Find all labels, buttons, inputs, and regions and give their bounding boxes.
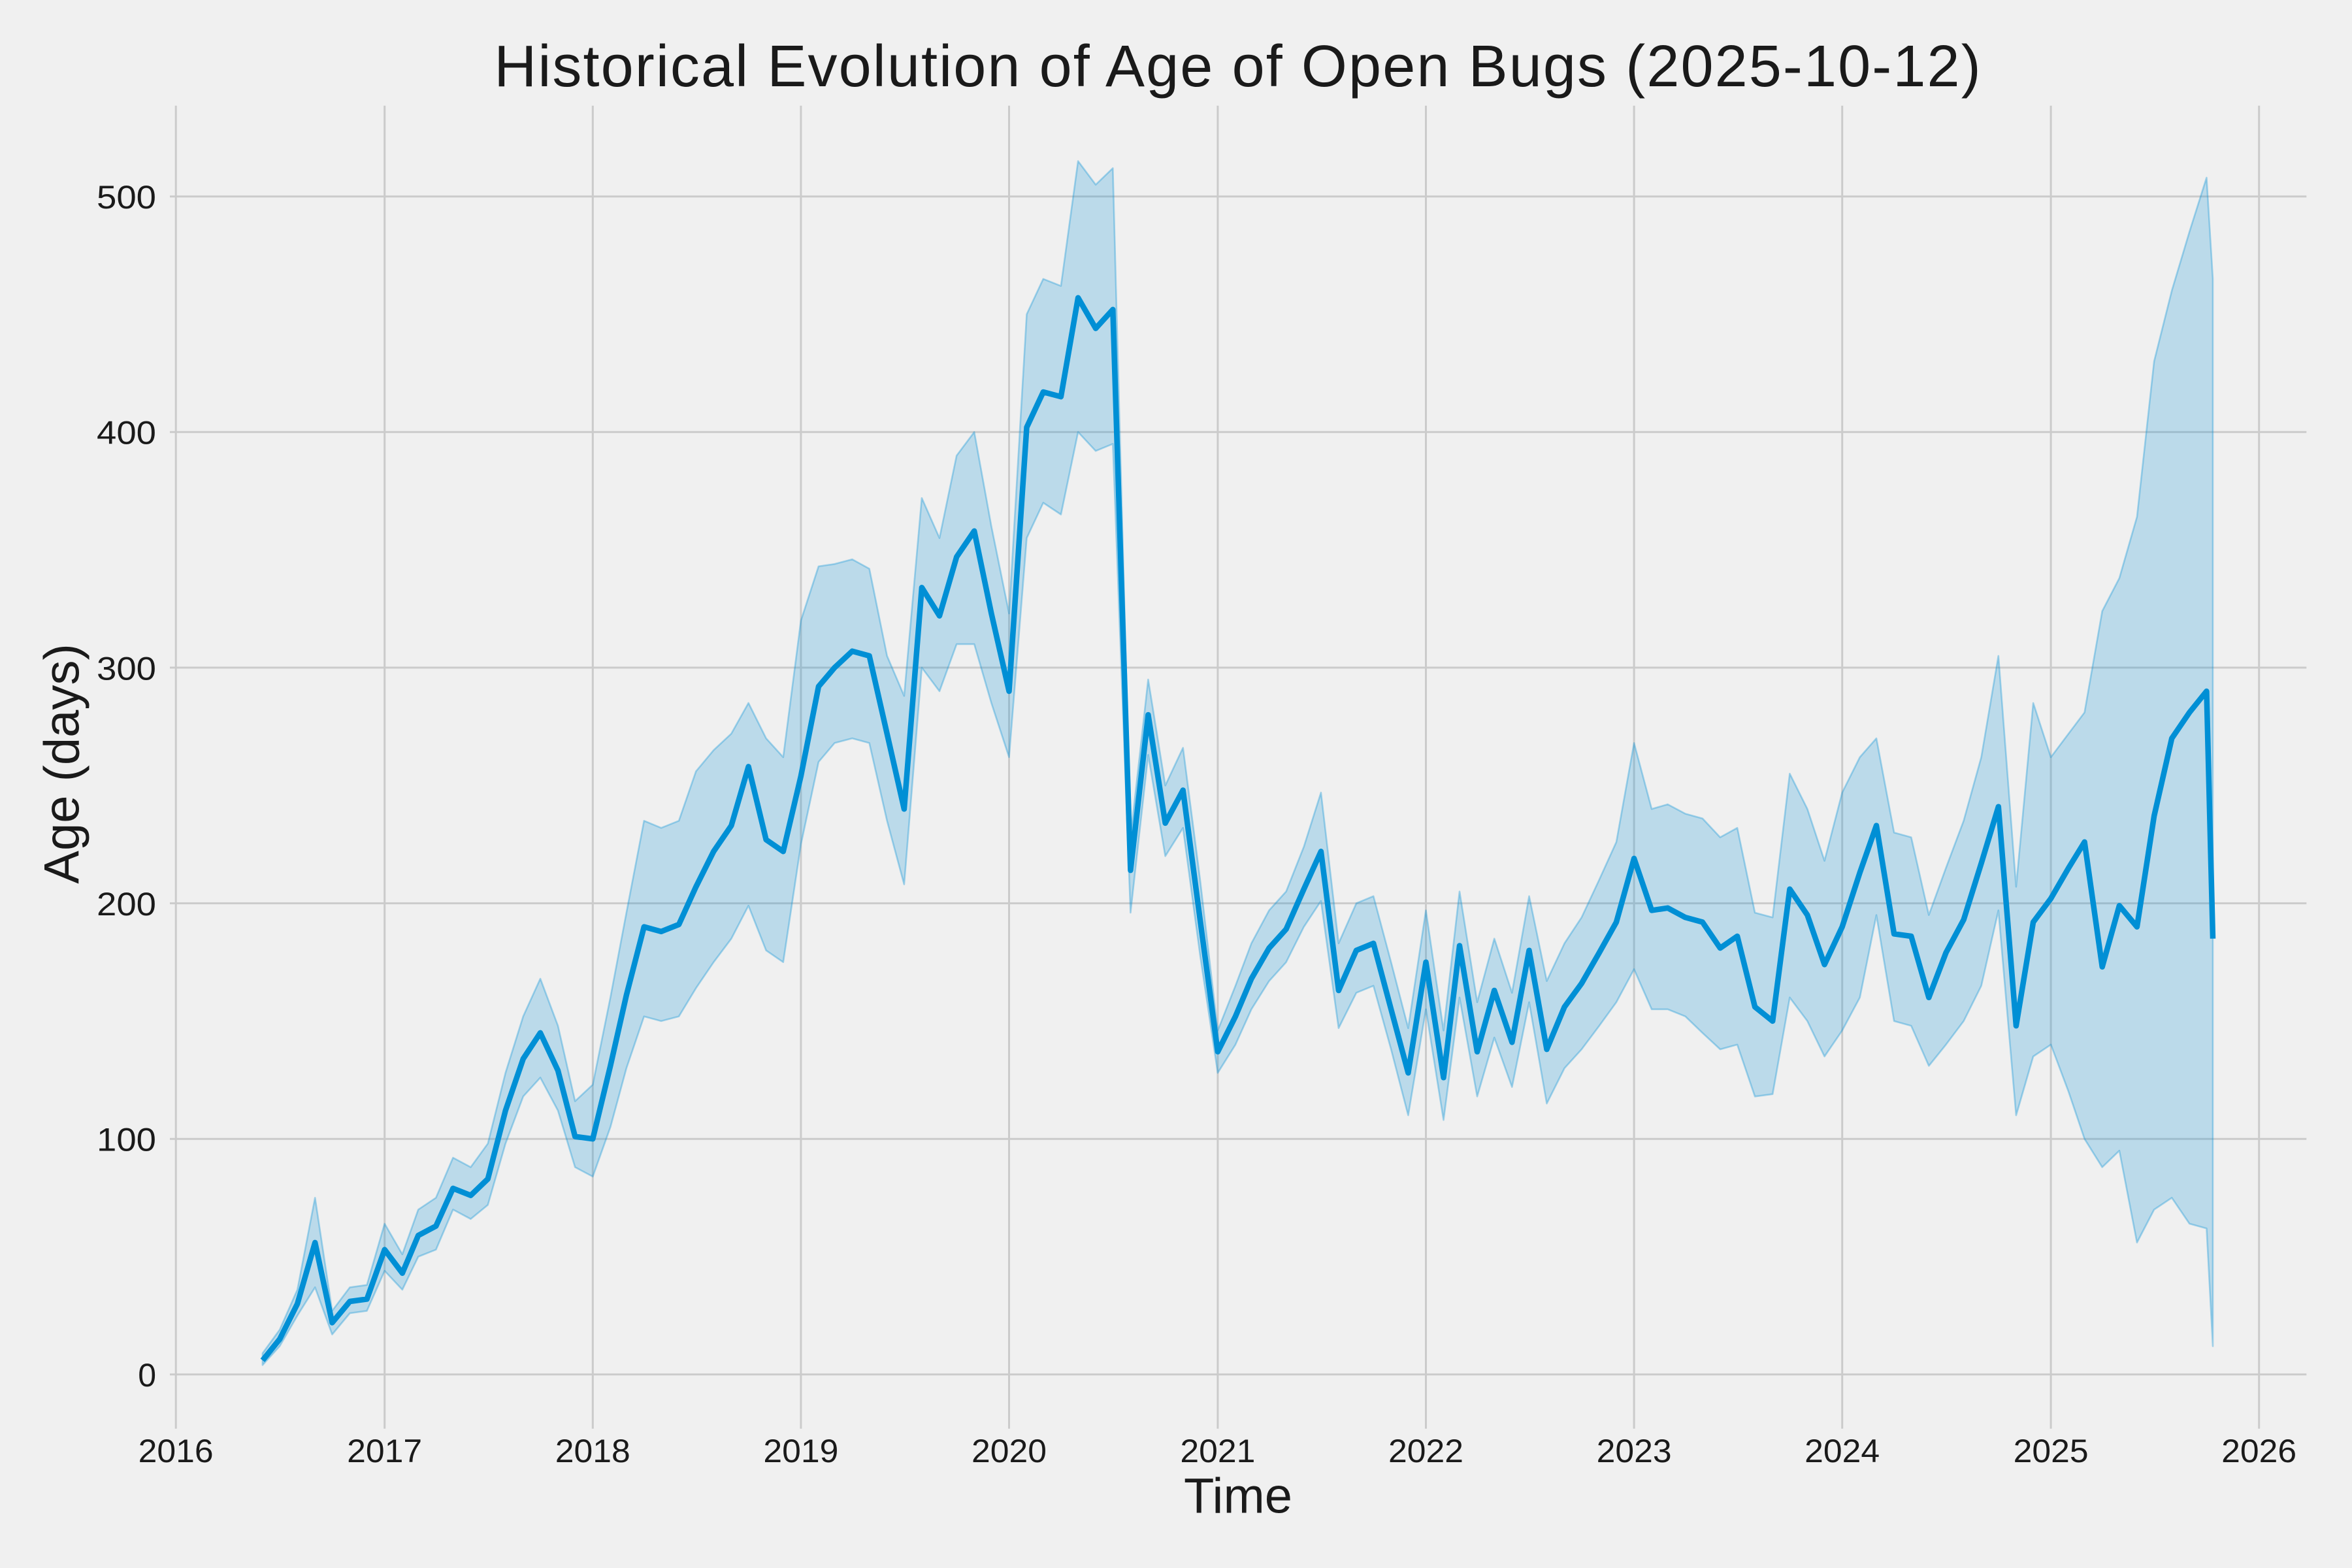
svg-text:0: 0 (138, 1357, 156, 1394)
svg-text:2022: 2022 (1388, 1433, 1463, 1469)
svg-text:Age (days): Age (days) (35, 644, 90, 884)
svg-text:2018: 2018 (555, 1433, 630, 1469)
svg-text:2017: 2017 (347, 1433, 422, 1469)
svg-text:2025: 2025 (2014, 1433, 2089, 1469)
svg-text:300: 300 (97, 650, 156, 687)
svg-text:2016: 2016 (139, 1433, 214, 1469)
svg-text:Historical Evolution of Age of: Historical Evolution of Age of Open Bugs… (494, 34, 1982, 99)
svg-text:200: 200 (97, 886, 156, 923)
svg-text:2024: 2024 (1805, 1433, 1880, 1469)
svg-text:2026: 2026 (2221, 1433, 2296, 1469)
svg-text:400: 400 (97, 415, 156, 451)
svg-text:2021: 2021 (1180, 1433, 1255, 1469)
svg-text:Time: Time (1184, 1469, 1292, 1524)
svg-text:2020: 2020 (972, 1433, 1047, 1469)
svg-text:100: 100 (97, 1122, 156, 1158)
svg-text:2019: 2019 (763, 1433, 838, 1469)
svg-text:2023: 2023 (1597, 1433, 1672, 1469)
svg-text:500: 500 (97, 179, 156, 216)
